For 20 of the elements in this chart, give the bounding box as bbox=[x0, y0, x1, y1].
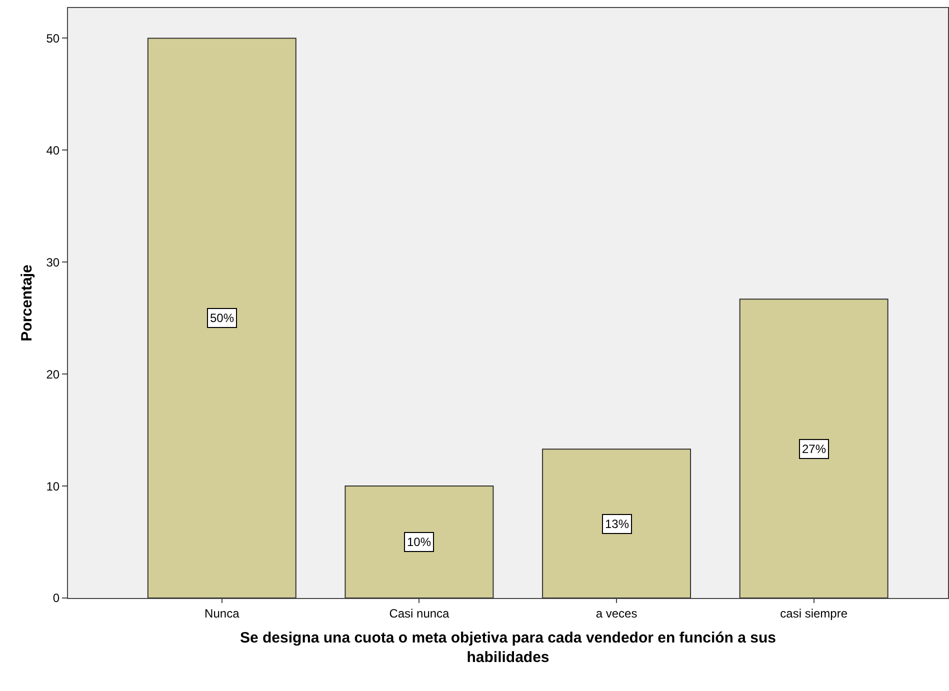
data-label: 10% bbox=[407, 535, 432, 549]
y-tick-label: 40 bbox=[46, 143, 60, 158]
bar bbox=[739, 298, 888, 598]
x-tick-label: casi siempre bbox=[780, 606, 848, 620]
y-tick-label: 0 bbox=[52, 591, 60, 606]
data-label: 27% bbox=[802, 442, 826, 456]
bar bbox=[147, 38, 296, 598]
y-tick-label: 30 bbox=[46, 255, 60, 270]
y-tick-label: 50 bbox=[46, 31, 60, 46]
y-tick-label: 10 bbox=[46, 479, 60, 494]
x-tick-label: Nunca bbox=[204, 606, 240, 620]
x-tick-label: Casi nunca bbox=[389, 606, 450, 620]
data-label: 13% bbox=[605, 517, 630, 531]
data-label: 50% bbox=[210, 311, 234, 325]
y-tick-label: 20 bbox=[46, 367, 60, 382]
bar bbox=[344, 486, 494, 598]
x-tick-label: a veces bbox=[596, 606, 638, 620]
y-axis-title: Porcentaje bbox=[18, 264, 36, 342]
x-axis-title: Se designa una cuota o meta objetiva para cada vendedor en función a sus habilidades bbox=[240, 629, 776, 666]
bar bbox=[542, 448, 692, 598]
